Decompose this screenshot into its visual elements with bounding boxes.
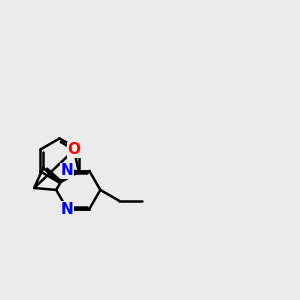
- Text: N: N: [61, 202, 74, 217]
- Text: N: N: [61, 163, 74, 178]
- Text: O: O: [68, 142, 81, 158]
